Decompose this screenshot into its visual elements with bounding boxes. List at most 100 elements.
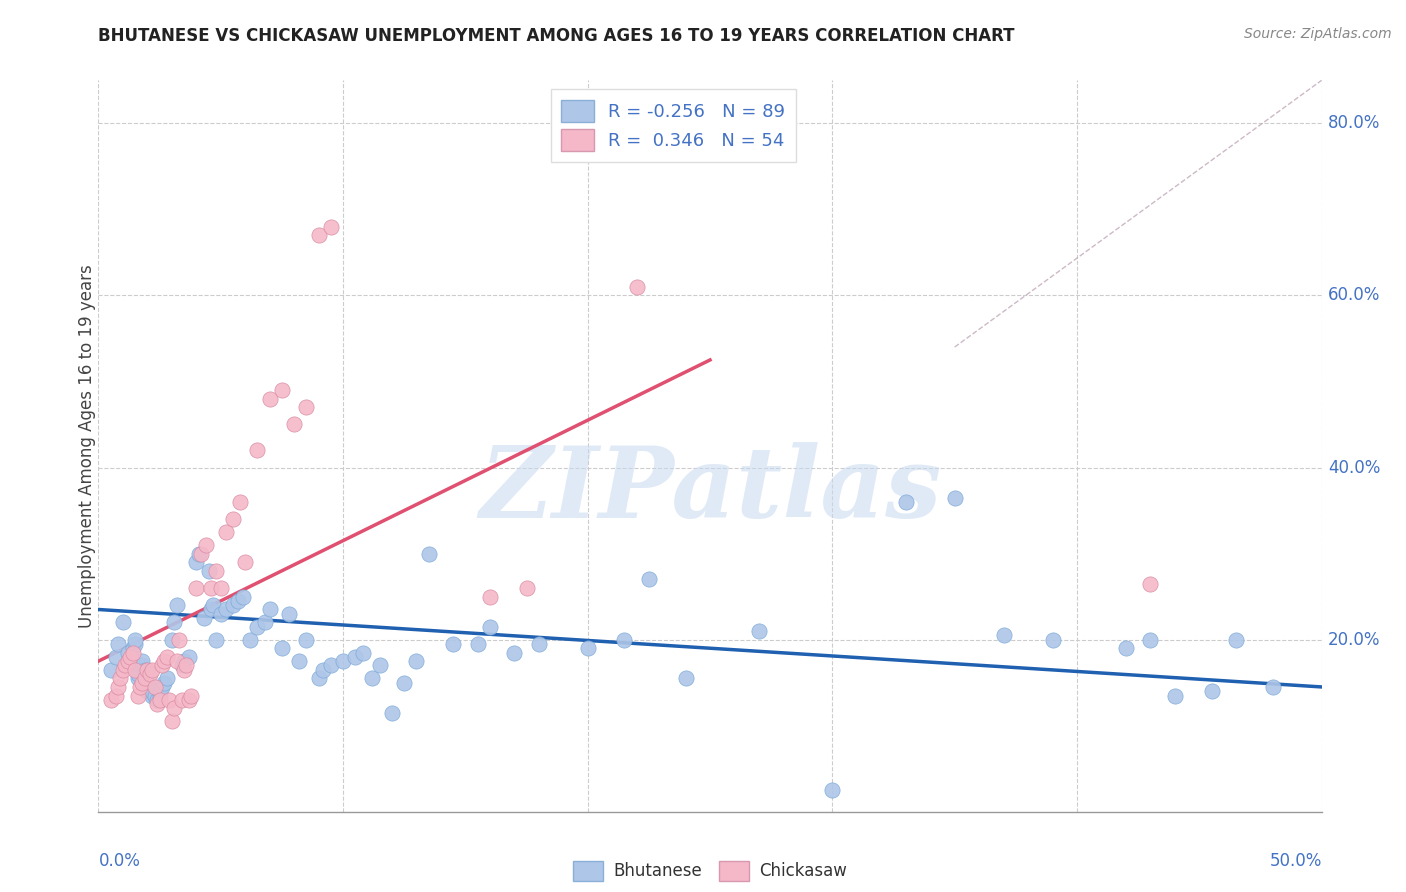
Point xyxy=(626,280,648,294)
Point xyxy=(193,611,215,625)
Legend: Bhutanese, Chickasaw: Bhutanese, Chickasaw xyxy=(564,851,856,891)
Point xyxy=(153,675,176,690)
Point xyxy=(1201,684,1223,698)
Point xyxy=(943,491,966,505)
Point xyxy=(149,689,172,703)
Point xyxy=(576,641,599,656)
Point xyxy=(344,649,367,664)
Y-axis label: Unemployment Among Ages 16 to 19 years: Unemployment Among Ages 16 to 19 years xyxy=(79,264,96,628)
Point xyxy=(209,581,232,595)
Point xyxy=(150,680,173,694)
Point xyxy=(131,675,153,690)
Point xyxy=(139,680,162,694)
Point xyxy=(170,658,193,673)
Point xyxy=(259,392,281,406)
Point xyxy=(124,663,146,677)
Point xyxy=(173,663,195,677)
Point xyxy=(246,620,269,634)
Point xyxy=(117,654,139,668)
Point xyxy=(124,632,146,647)
Point xyxy=(121,641,143,656)
Point xyxy=(111,663,134,677)
Point xyxy=(104,649,127,664)
Point xyxy=(107,680,129,694)
Point xyxy=(146,697,169,711)
Point xyxy=(141,663,163,677)
Point xyxy=(1115,641,1137,656)
Point xyxy=(295,632,318,647)
Point xyxy=(167,632,190,647)
Point xyxy=(246,443,269,458)
Point xyxy=(104,689,127,703)
Point xyxy=(503,646,526,660)
Point xyxy=(197,564,219,578)
Point xyxy=(153,654,176,668)
Point xyxy=(131,654,153,668)
Point xyxy=(205,564,228,578)
Point xyxy=(209,607,232,621)
Text: 0.0%: 0.0% xyxy=(98,852,141,870)
Point xyxy=(278,607,301,621)
Point xyxy=(150,658,173,673)
Point xyxy=(259,602,281,616)
Point xyxy=(131,658,153,673)
Point xyxy=(637,573,661,587)
Text: 60.0%: 60.0% xyxy=(1327,286,1381,304)
Point xyxy=(139,684,162,698)
Text: 50.0%: 50.0% xyxy=(1270,852,1322,870)
Point xyxy=(129,663,152,677)
Point xyxy=(1261,680,1284,694)
Point xyxy=(121,646,143,660)
Point xyxy=(134,667,156,681)
Point xyxy=(467,637,489,651)
Text: ZIPatlas: ZIPatlas xyxy=(479,442,941,538)
Point xyxy=(405,654,427,668)
Point xyxy=(1139,576,1161,591)
Point xyxy=(117,646,139,660)
Point xyxy=(176,658,198,673)
Point xyxy=(993,628,1015,642)
Point xyxy=(233,555,256,569)
Point xyxy=(136,684,159,698)
Point xyxy=(177,693,200,707)
Point xyxy=(821,783,844,797)
Point xyxy=(214,602,236,616)
Point xyxy=(527,637,550,651)
Text: 80.0%: 80.0% xyxy=(1327,114,1381,132)
Point xyxy=(149,684,172,698)
Point xyxy=(120,649,142,664)
Point xyxy=(110,671,132,685)
Point xyxy=(748,624,770,638)
Point xyxy=(1139,632,1161,647)
Point xyxy=(160,632,183,647)
Point xyxy=(107,637,129,651)
Point xyxy=(270,641,294,656)
Point xyxy=(139,667,162,681)
Point xyxy=(127,667,149,681)
Point xyxy=(308,671,330,685)
Point xyxy=(173,654,195,668)
Point xyxy=(136,675,159,690)
Point xyxy=(515,581,537,595)
Point xyxy=(129,658,152,673)
Point xyxy=(143,680,166,694)
Point xyxy=(478,590,501,604)
Point xyxy=(143,689,166,703)
Point xyxy=(214,524,236,539)
Point xyxy=(270,383,294,397)
Point xyxy=(124,637,146,651)
Point xyxy=(308,228,330,243)
Point xyxy=(200,581,222,595)
Point xyxy=(312,663,335,677)
Point xyxy=(186,555,208,569)
Text: 20.0%: 20.0% xyxy=(1327,631,1381,648)
Point xyxy=(100,693,122,707)
Point xyxy=(127,671,149,685)
Point xyxy=(675,671,697,685)
Point xyxy=(141,689,163,703)
Point xyxy=(156,649,179,664)
Point xyxy=(190,547,212,561)
Point xyxy=(134,663,156,677)
Point xyxy=(222,598,245,612)
Point xyxy=(332,654,354,668)
